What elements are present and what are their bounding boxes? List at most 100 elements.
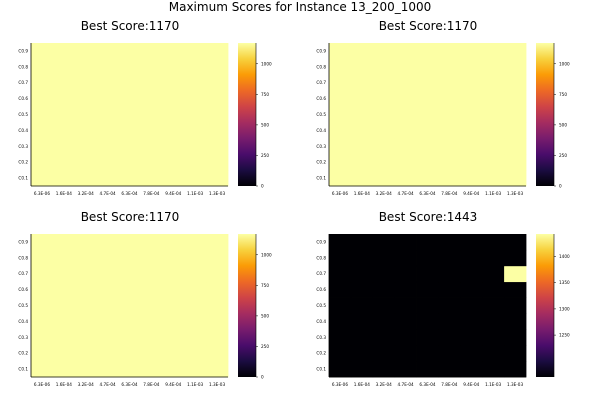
heatmap-cell bbox=[482, 154, 505, 171]
heatmap-cell bbox=[118, 329, 141, 346]
y-tick-label: C0.7 bbox=[18, 80, 28, 85]
heatmap-cell bbox=[482, 249, 505, 267]
heatmap-cell bbox=[52, 345, 76, 362]
heatmap-cell bbox=[329, 74, 352, 92]
heatmap-cell bbox=[504, 90, 527, 107]
heatmap-cell bbox=[482, 138, 505, 155]
heatmap-cell bbox=[329, 313, 352, 330]
heatmap-cell bbox=[460, 281, 483, 298]
heatmap-cell bbox=[140, 249, 163, 267]
heatmap-cell bbox=[482, 234, 505, 251]
heatmap-cell bbox=[74, 106, 98, 123]
heatmap-cell bbox=[438, 106, 461, 123]
heatmap-cell bbox=[31, 90, 54, 107]
heatmap-cell bbox=[184, 170, 207, 187]
heatmap-cell bbox=[438, 74, 461, 92]
heatmap-cell bbox=[416, 234, 439, 251]
heatmap-cell bbox=[350, 154, 374, 171]
heatmap-cell bbox=[482, 74, 505, 92]
heatmap-cell bbox=[350, 170, 374, 187]
heatmap-cell bbox=[394, 361, 417, 378]
heatmap-cell bbox=[52, 58, 76, 76]
y-tick-label: C0.1 bbox=[18, 367, 28, 372]
heatmap-cell bbox=[206, 90, 229, 107]
heatmap-cell bbox=[329, 361, 352, 378]
heatmap-cell bbox=[162, 345, 185, 362]
heatmap-cell bbox=[31, 297, 54, 314]
panel-title: Best Score:1170 bbox=[81, 19, 180, 33]
heatmap-cell bbox=[118, 106, 141, 123]
x-tick-label: 1.6E-04 bbox=[56, 191, 72, 196]
heatmap-cell bbox=[372, 154, 396, 171]
y-tick-label: C0.6 bbox=[316, 96, 326, 101]
heatmap-cell bbox=[184, 265, 207, 283]
heatmap-cell bbox=[74, 297, 98, 314]
y-tick-label: C0.1 bbox=[316, 176, 326, 181]
colorbar bbox=[536, 234, 554, 377]
heatmap-cell bbox=[504, 361, 527, 378]
heatmap-cell bbox=[504, 122, 527, 139]
colorbar-tick-label: 0 bbox=[261, 184, 264, 189]
heatmap-cell bbox=[162, 106, 185, 123]
heatmap-cell bbox=[438, 281, 461, 298]
y-tick-label: C0.2 bbox=[18, 160, 28, 165]
heatmap-cell bbox=[504, 58, 527, 76]
heatmap-cell bbox=[206, 74, 229, 92]
heatmap-cell bbox=[394, 154, 417, 171]
heatmap-cell bbox=[118, 138, 141, 155]
heatmap-cell bbox=[31, 106, 54, 123]
heatmap-cell bbox=[96, 122, 119, 139]
x-tick-label: 4.7E-04 bbox=[100, 191, 116, 196]
heatmap-cell bbox=[394, 58, 417, 76]
heatmap-cell bbox=[206, 106, 229, 123]
heatmap-cell bbox=[184, 345, 207, 362]
heatmap-cell bbox=[329, 265, 352, 283]
heatmap-cell bbox=[438, 361, 461, 378]
heatmap-cell bbox=[460, 74, 483, 92]
heatmap-cell bbox=[162, 249, 185, 267]
heatmap-cell bbox=[184, 154, 207, 171]
colorbar-tick-label: 1000 bbox=[261, 252, 272, 257]
heatmap-cell bbox=[460, 138, 483, 155]
heatmap-cell bbox=[372, 329, 396, 346]
y-tick-label: C0.1 bbox=[316, 367, 326, 372]
y-tick-label: C0.2 bbox=[316, 351, 326, 356]
heatmap-cell bbox=[372, 313, 396, 330]
x-tick-label: 4.7E-04 bbox=[398, 191, 414, 196]
heatmap-cell bbox=[482, 281, 505, 298]
colorbar-tick-label: 0 bbox=[559, 184, 562, 189]
heatmap-cell bbox=[184, 58, 207, 76]
heatmap-cell bbox=[416, 74, 439, 92]
heatmap-cell bbox=[482, 361, 505, 378]
heatmap-cell bbox=[438, 234, 461, 251]
heatmap-cell bbox=[31, 138, 54, 155]
heatmap-cell bbox=[438, 345, 461, 362]
heatmap-cell bbox=[184, 361, 207, 378]
colorbar-tick-label: 750 bbox=[559, 92, 567, 97]
heatmap-cell bbox=[184, 329, 207, 346]
colorbar-tick-label: 1000 bbox=[261, 61, 272, 66]
heatmap-cell bbox=[329, 329, 352, 346]
heatmap-cell bbox=[350, 106, 374, 123]
heatmap-cell bbox=[394, 313, 417, 330]
heatmap-cell bbox=[482, 58, 505, 76]
x-tick-label: 6.3E-06 bbox=[34, 382, 50, 387]
colorbar-tick-label: 500 bbox=[559, 122, 567, 127]
heatmap-cell bbox=[96, 90, 119, 107]
y-tick-label: C0.8 bbox=[18, 255, 28, 260]
heatmap-cell bbox=[329, 234, 352, 251]
heatmap-cell bbox=[206, 313, 229, 330]
heatmap-cell bbox=[184, 313, 207, 330]
heatmap-cell bbox=[118, 313, 141, 330]
heatmap-cell bbox=[416, 281, 439, 298]
x-tick-label: 1.1E-03 bbox=[485, 382, 501, 387]
panel-title: Best Score:1170 bbox=[81, 210, 180, 224]
heatmap-cell bbox=[394, 249, 417, 267]
y-tick-label: C0.5 bbox=[18, 303, 28, 308]
heatmap-cell bbox=[372, 281, 396, 298]
heatmap-cell bbox=[206, 281, 229, 298]
heatmap-cell bbox=[96, 74, 119, 92]
heatmap-cell bbox=[350, 58, 374, 76]
heatmap-cell bbox=[394, 106, 417, 123]
heatmap-cell bbox=[184, 122, 207, 139]
